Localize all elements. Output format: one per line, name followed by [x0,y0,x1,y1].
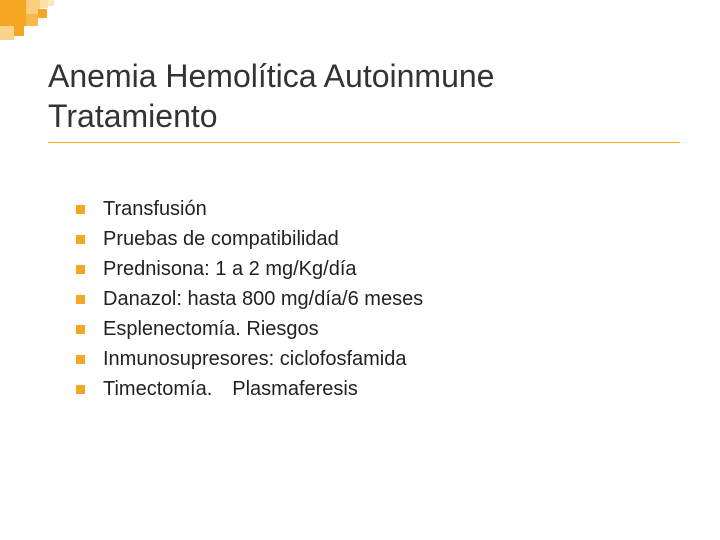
bullet-square-icon [76,295,85,304]
bullet-square-icon [76,205,85,214]
slide-title: Anemia Hemolítica Autoinmune Tratamiento [48,56,680,143]
bullet-square-icon [76,385,85,394]
decor-square [14,26,24,36]
list-item: Timectomía. Plasmaferesis [76,376,423,403]
list-item: Danazol: hasta 800 mg/día/6 meses [76,286,423,313]
corner-decoration [0,0,120,50]
bullet-text: Danazol: hasta 800 mg/día/6 meses [103,286,423,313]
title-underline [48,142,680,143]
decor-square [40,0,48,8]
bullet-square-icon [76,355,85,364]
list-item: Pruebas de compatibilidad [76,226,423,253]
decor-square [26,14,38,26]
decor-square [38,9,47,18]
title-line-2: Tratamiento [48,96,680,136]
list-item: Inmunosupresores: ciclofosfamida [76,346,423,373]
bullet-text: Transfusión [103,196,207,223]
decor-square [0,0,26,26]
decor-square [48,0,54,6]
bullet-square-icon [76,325,85,334]
list-item: Esplenectomía. Riesgos [76,316,423,343]
bullet-square-icon [76,235,85,244]
decor-square [0,26,14,40]
bullet-square-icon [76,265,85,274]
list-item: Prednisona: 1 a 2 mg/Kg/día [76,256,423,283]
bullet-list: Transfusión Pruebas de compatibilidad Pre… [76,196,423,406]
bullet-text: Pruebas de compatibilidad [103,226,339,253]
bullet-text: Timectomía. Plasmaferesis [103,376,358,403]
bullet-text: Esplenectomía. Riesgos [103,316,319,343]
bullet-text: Prednisona: 1 a 2 mg/Kg/día [103,256,357,283]
bullet-text: Inmunosupresores: ciclofosfamida [103,346,406,373]
list-item: Transfusión [76,196,423,223]
title-line-1: Anemia Hemolítica Autoinmune [48,56,680,96]
